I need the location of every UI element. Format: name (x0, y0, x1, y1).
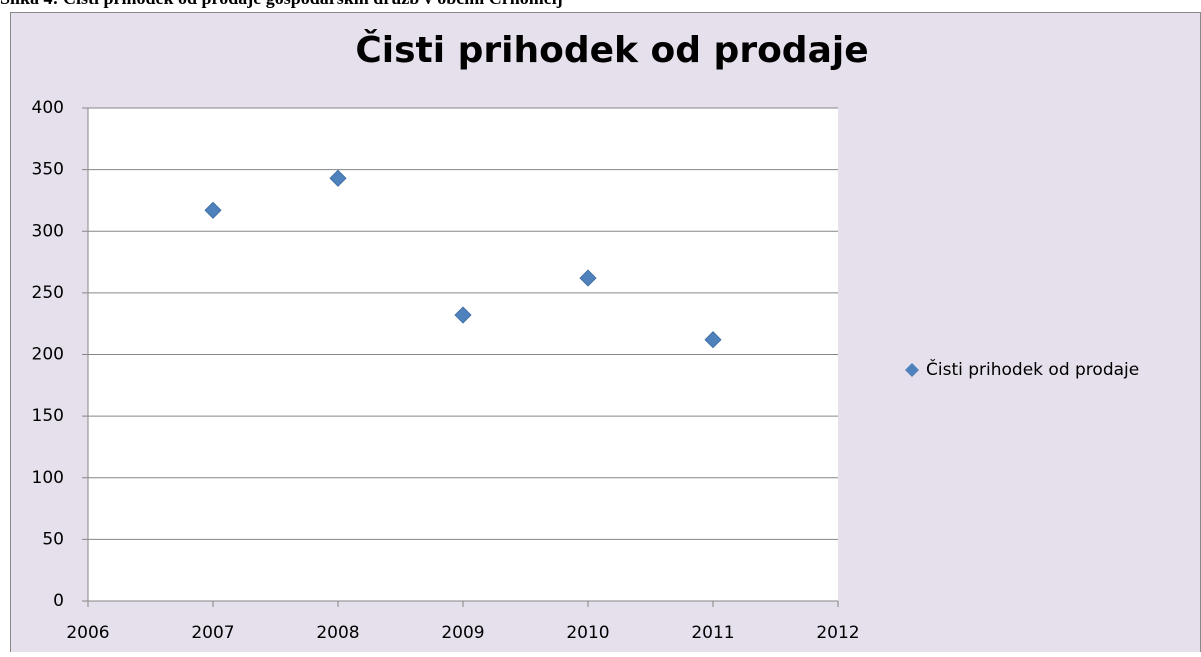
x-tick-label: 2010 (566, 623, 609, 643)
legend-marker (905, 363, 919, 377)
y-tick-label: 200 (32, 345, 64, 365)
x-tick-label: 2008 (316, 623, 359, 643)
y-tick-label: 350 (32, 160, 64, 180)
caption: Slika 4: Čisti prihodek od prodaje gospo… (0, 0, 563, 8)
x-tick-label: 2012 (816, 623, 859, 643)
y-tick-label: 0 (53, 591, 64, 611)
y-tick-label: 300 (32, 221, 64, 241)
y-tick-label: 100 (32, 468, 64, 488)
y-tick-label: 50 (42, 529, 64, 549)
point (579, 269, 597, 287)
point (329, 169, 347, 187)
legend-label: Čisti prihodek od prodaje (926, 358, 1139, 380)
point (704, 331, 722, 349)
x-tick-label: 2011 (691, 623, 734, 643)
chart-title: Čisti prihodek od prodaje (355, 29, 868, 71)
y-tick-label: 150 (32, 406, 64, 426)
y-tick-label: 400 (32, 98, 64, 118)
x-tick-label: 2009 (441, 623, 484, 643)
point (204, 201, 222, 219)
y-tick-label: 250 (32, 283, 64, 303)
x-tick-label: 2006 (66, 623, 109, 643)
point (454, 306, 472, 324)
x-tick-label: 2007 (191, 623, 234, 643)
